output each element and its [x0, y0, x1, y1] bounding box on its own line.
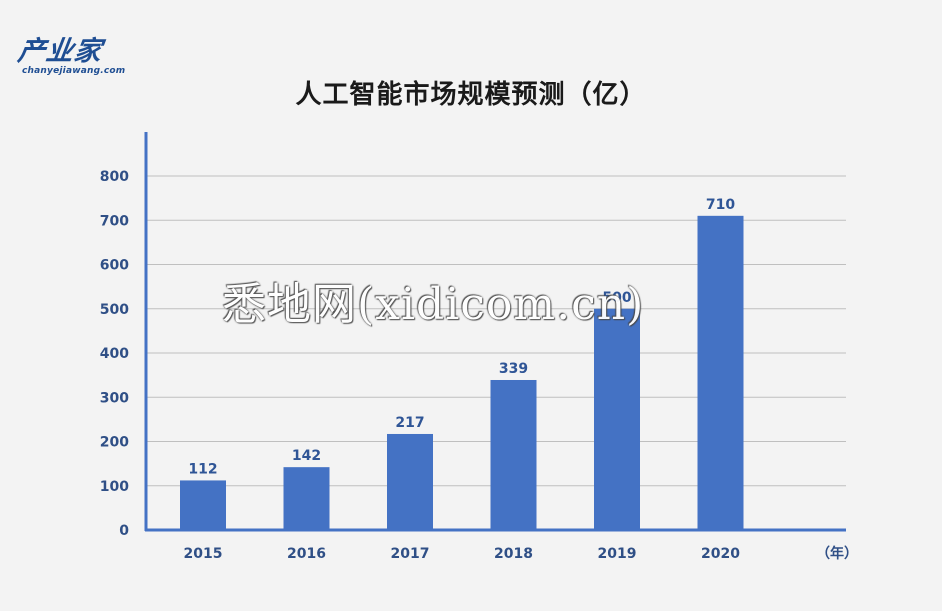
logo: 产业家 chanyejiawang.com	[16, 36, 138, 80]
bar	[697, 215, 744, 530]
x-tick-label: 2016	[287, 546, 326, 562]
bars	[180, 215, 744, 530]
watermark: 悉地网(xidicom.cn)	[222, 279, 645, 330]
logo-sub-text: chanyejiawang.com	[22, 66, 126, 76]
data-label: 112	[188, 461, 217, 477]
bar	[594, 308, 640, 530]
y-tick-label: 300	[100, 390, 129, 406]
chart-title: 人工智能市场规模预测（亿）	[295, 80, 647, 110]
x-tick-label: 2015	[184, 546, 223, 562]
y-axis-ticks: 0 100 200 300 400 500 600 700 800	[100, 169, 129, 539]
bar	[387, 433, 433, 530]
x-tick-label: 2020	[701, 546, 740, 562]
y-tick-label: 200	[100, 435, 129, 451]
y-tick-label: 0	[119, 523, 129, 539]
data-labels: 112 142 217 339 500 710	[188, 197, 735, 478]
x-unit-label: （年）	[816, 545, 858, 562]
data-label: 217	[395, 415, 424, 431]
x-tick-label: 2017	[391, 546, 430, 562]
x-tick-label: 2019	[598, 546, 637, 562]
y-tick-label: 400	[100, 346, 129, 362]
x-axis-ticks: 2015 2016 2017 2018 2019 2020 （年）	[184, 545, 858, 562]
y-tick-label: 600	[100, 258, 129, 274]
data-label: 710	[706, 197, 735, 213]
data-label: 339	[499, 361, 528, 377]
y-tick-label: 800	[100, 169, 129, 185]
bar	[283, 467, 330, 530]
y-tick-label: 700	[100, 213, 129, 229]
data-label: 142	[292, 448, 321, 464]
y-tick-label: 100	[100, 479, 129, 495]
bar	[490, 379, 537, 530]
x-tick-label: 2018	[494, 546, 533, 562]
bar	[180, 480, 226, 530]
data-label: 500	[602, 290, 631, 306]
y-tick-label: 500	[100, 302, 129, 318]
